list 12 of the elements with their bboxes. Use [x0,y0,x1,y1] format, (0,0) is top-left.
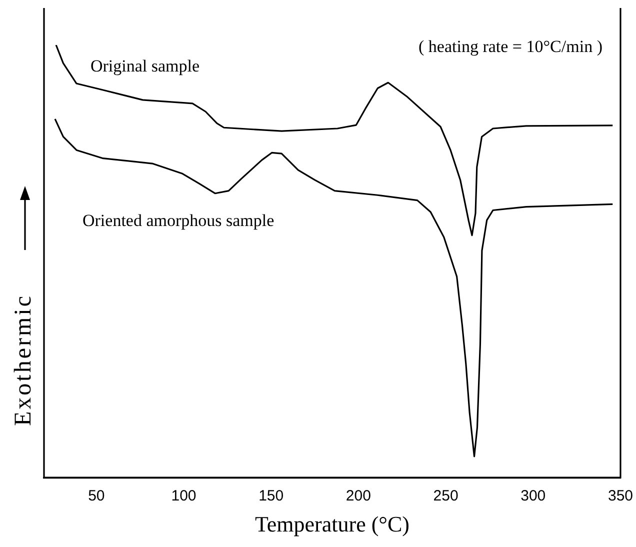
x-tick-label: 200 [346,488,371,505]
x-tick-label: 300 [520,488,546,505]
x-tick-label: 150 [258,488,284,505]
y-axis-title: Exothermic [10,294,36,426]
x-tick-label: 50 [88,488,105,505]
x-axis-title: Temperature (°C) [255,512,410,537]
x-tick-label: 100 [171,488,196,505]
x-tick-label: 250 [433,488,458,505]
x-tick-label: 350 [608,488,633,505]
text: Oriented amorphous sample [82,211,274,230]
series-label: Original sample [90,56,200,76]
annotation: ( heating rate = 10°C/min ) [418,37,602,56]
